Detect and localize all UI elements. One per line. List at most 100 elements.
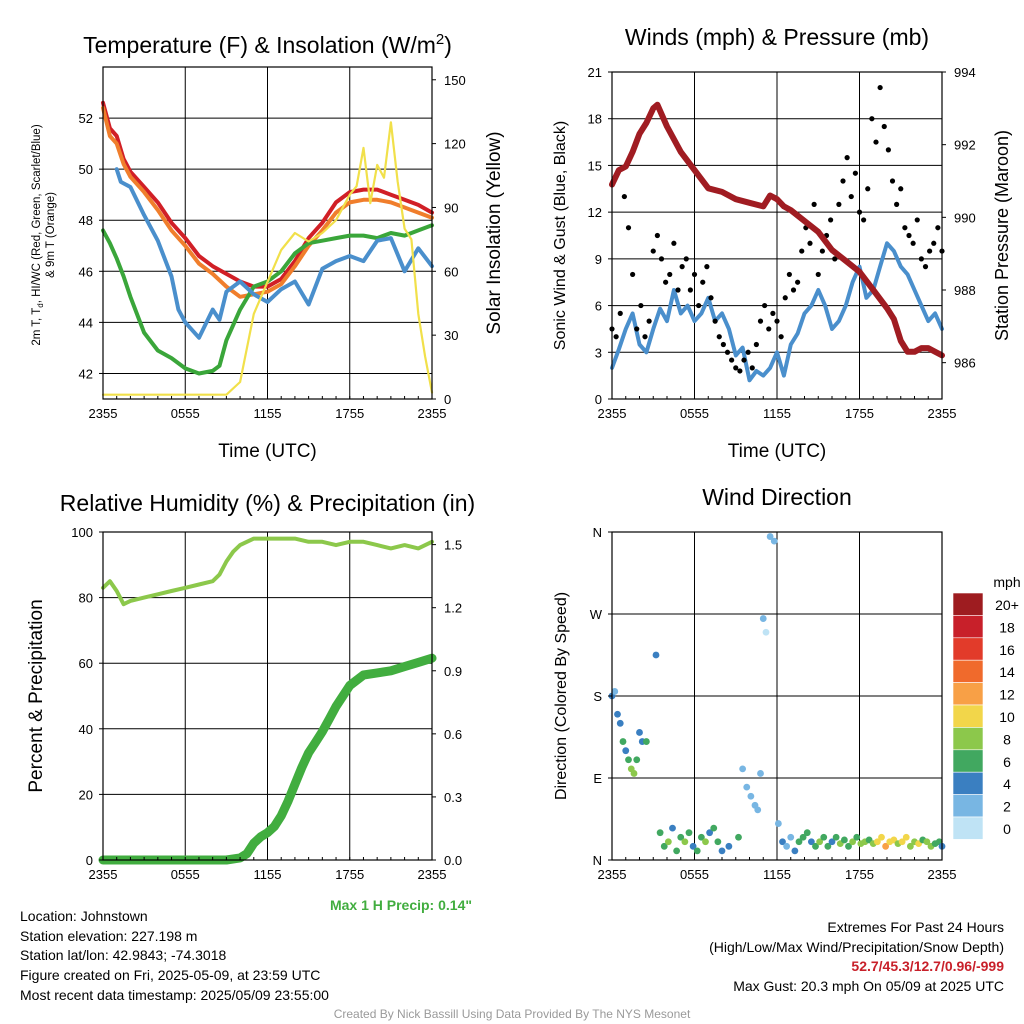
- y2-tick-label: 90: [444, 200, 458, 215]
- series-td: [101, 223, 434, 376]
- panel-1: 2355 0555 1155 1755 2355 42 44 46 48 50 52 0 30 60 90 1…: [31, 31, 505, 462]
- x-tick-label: 0555: [680, 406, 709, 421]
- chart-title: Wind Direction: [702, 484, 852, 510]
- direction-point: [754, 806, 762, 814]
- gust-point: [848, 193, 854, 200]
- created-text: Figure created on Fri, 2025-05-09, at 23…: [20, 967, 321, 984]
- gust-point: [630, 271, 636, 278]
- direction-point: [770, 537, 778, 545]
- direction-point: [630, 770, 638, 777]
- direction-point: [878, 833, 885, 841]
- max-gust-text: Max Gust: 20.3 mph On 05/09 at 2025 UTC: [733, 978, 1004, 995]
- y-tick-label: S: [593, 689, 602, 704]
- y-tick-label: 3: [595, 345, 602, 360]
- x-tick-label: 0555: [680, 867, 709, 882]
- direction-point: [898, 838, 906, 846]
- direction-point: [824, 842, 832, 850]
- direction-point: [681, 838, 689, 846]
- direction-point: [735, 833, 742, 841]
- direction-point: [762, 628, 770, 636]
- direction-point: [840, 836, 848, 844]
- colorbar-swatch: [952, 816, 984, 840]
- chart-title: Relative Humidity (%) & Precipitation (i…: [60, 490, 475, 516]
- y-tick-label: 100: [71, 525, 93, 540]
- precip-annotation: Max 1 H Precip: 0.14": [330, 897, 472, 913]
- gust-point: [894, 201, 900, 207]
- direction-point: [799, 833, 807, 841]
- gust-point: [906, 232, 912, 239]
- y2-tick-label: 120: [444, 137, 466, 152]
- x-tick-label: 2355: [928, 406, 957, 421]
- gust-point: [650, 248, 656, 254]
- x-tick-label: 1155: [254, 406, 282, 421]
- x-tick-label: 1755: [845, 867, 874, 882]
- gust-point: [638, 302, 644, 309]
- direction-point: [906, 842, 914, 850]
- direction-point: [849, 838, 857, 846]
- gust-point: [679, 264, 685, 270]
- gust-point: [691, 271, 698, 278]
- colorbar-label: 14: [999, 664, 1015, 680]
- gust-point: [671, 240, 677, 246]
- direction-point: [766, 533, 774, 540]
- gust-point: [898, 186, 904, 192]
- direction-point: [673, 847, 681, 855]
- panel-2: 2355 0555 1155 1755 235503691215182198698899…: [552, 24, 1012, 462]
- gust-point: [910, 240, 916, 246]
- direction-point: [642, 738, 650, 745]
- colorbar-swatch: [952, 615, 984, 639]
- gust-point: [770, 310, 776, 316]
- y2-tick-label: 30: [444, 328, 458, 343]
- y-tick-label: 44: [79, 315, 93, 330]
- gust-point: [708, 295, 714, 301]
- colorbar-swatch: [952, 637, 984, 661]
- direction-point: [652, 651, 660, 659]
- chart-title: Temperature (F) & Insolation (W/m2): [83, 31, 452, 58]
- y-tick-label: 21: [588, 65, 602, 80]
- direction-point: [757, 770, 764, 777]
- x-tick-label: 1155: [254, 867, 282, 882]
- direction-point: [873, 838, 881, 846]
- series-solar-insolation: [101, 121, 434, 396]
- gust-point: [774, 318, 780, 324]
- colorbar-label: 12: [999, 687, 1015, 703]
- y-axis-label-line2: & 9m T (Orange): [45, 192, 57, 278]
- gust-point: [646, 318, 652, 324]
- direction-point: [759, 615, 767, 622]
- y-axis-label: Sonic Wind & Gust (Blue, Black): [552, 121, 569, 350]
- gust-point: [856, 209, 863, 215]
- gust-point: [753, 341, 759, 348]
- gust-point: [927, 248, 933, 254]
- direction-point: [853, 833, 861, 841]
- colorbar-label: 18: [999, 619, 1015, 635]
- x-axis-label: Time (UTC): [218, 441, 317, 462]
- x-tick-label: 1155: [763, 406, 791, 421]
- gust-point: [836, 201, 842, 207]
- direction-point: [625, 756, 632, 764]
- gust-point: [873, 139, 879, 145]
- gust-point: [778, 334, 784, 340]
- direction-point: [923, 838, 931, 846]
- colorbar-swatch: [952, 659, 984, 683]
- direction-point: [714, 838, 722, 846]
- y-tick-label: 48: [79, 213, 93, 228]
- direction-point: [820, 833, 828, 841]
- gust-point: [617, 310, 623, 316]
- gust-point: [712, 318, 718, 324]
- gust-point: [861, 217, 867, 223]
- gust-point: [724, 349, 731, 355]
- direction-point: [845, 842, 852, 850]
- direction-point: [718, 847, 726, 855]
- direction-point: [656, 829, 664, 837]
- colorbar-title: mph: [993, 574, 1020, 590]
- direction-point: [702, 838, 709, 846]
- x-tick-label: 0555: [171, 406, 200, 421]
- y-tick-label: E: [593, 771, 602, 786]
- direction-point: [902, 833, 910, 841]
- direction-point: [812, 842, 819, 850]
- gust-point: [815, 271, 821, 278]
- y2-tick-label: 60: [444, 264, 458, 279]
- direction-point: [779, 838, 786, 846]
- series-sonic-wind: [610, 241, 944, 383]
- gust-point: [700, 279, 706, 285]
